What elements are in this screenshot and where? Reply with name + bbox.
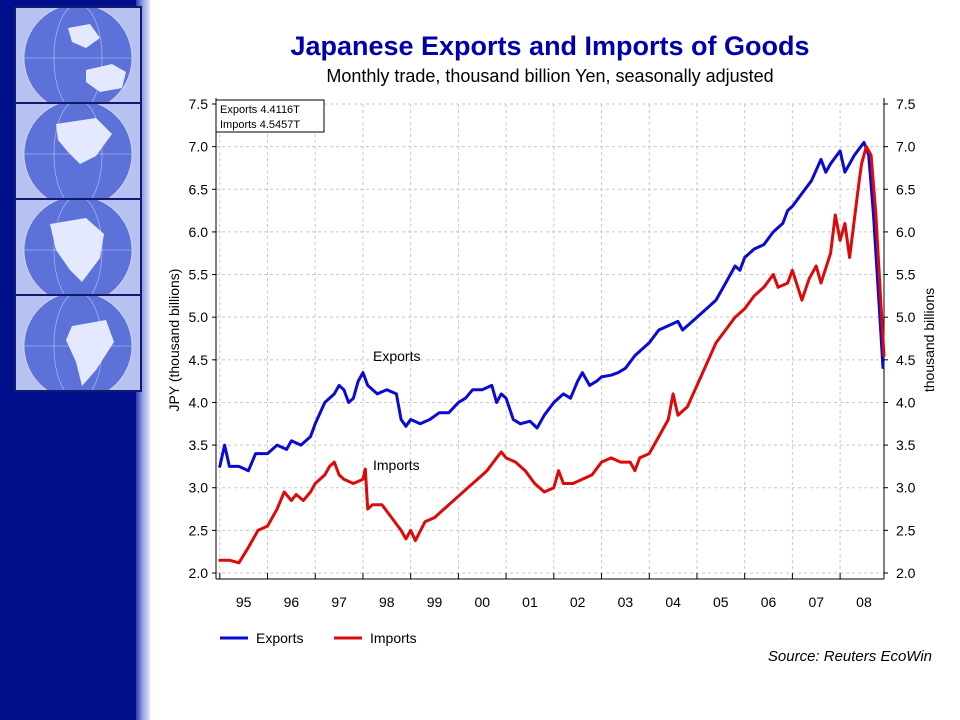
y-tick-label-right: 5.0 — [896, 309, 916, 325]
y-tick-label-left: 7.5 — [189, 96, 209, 112]
legend-imports-label: Imports — [370, 630, 417, 646]
y-tick-label-left: 6.5 — [189, 181, 209, 197]
y-tick-label-right: 4.0 — [896, 394, 916, 410]
y-tick-label-right: 7.5 — [896, 96, 916, 112]
x-tick-label: 01 — [522, 594, 538, 610]
y-axis-label-right: thousand billions — [921, 288, 937, 392]
y-axis-label-left: JPY (thousand billions) — [166, 269, 182, 412]
y-tick-label-right: 2.5 — [896, 522, 916, 538]
x-tick-label: 02 — [570, 594, 586, 610]
info-exports: Exports 4.4116T — [220, 104, 300, 116]
x-tick-label: 95 — [236, 594, 252, 610]
x-tick-label: 08 — [856, 594, 872, 610]
globe-south-america-image — [14, 294, 142, 392]
x-tick-label: 05 — [713, 594, 729, 610]
y-tick-label-right: 3.0 — [896, 480, 916, 496]
y-tick-label-right: 6.0 — [896, 224, 916, 240]
x-tick-label: 96 — [284, 594, 300, 610]
y-tick-label-left: 5.5 — [189, 267, 209, 283]
y-tick-label-left: 3.0 — [189, 480, 209, 496]
y-tick-label-left: 4.5 — [189, 352, 209, 368]
x-tick-label: 03 — [618, 594, 634, 610]
y-tick-label-left: 7.0 — [189, 139, 209, 155]
y-tick-label-right: 6.5 — [896, 181, 916, 197]
annotation-exports: Exports — [373, 348, 420, 364]
annotation-imports: Imports — [373, 457, 420, 473]
x-tick-label: 07 — [808, 594, 824, 610]
x-tick-label: 06 — [761, 594, 777, 610]
chart-subtitle: Monthly trade, thousand billion Yen, sea… — [326, 66, 773, 86]
y-tick-label-right: 3.5 — [896, 437, 916, 453]
globe-africa-image — [14, 198, 142, 296]
legend-exports-label: Exports — [256, 630, 303, 646]
y-tick-label-right: 5.5 — [896, 267, 916, 283]
x-tick-label: 04 — [665, 594, 681, 610]
x-tick-label: 97 — [331, 594, 347, 610]
y-tick-label-left: 6.0 — [189, 224, 209, 240]
y-tick-label-left: 5.0 — [189, 309, 209, 325]
y-tick-label-right: 4.5 — [896, 352, 916, 368]
info-imports: Imports 4.5457T — [220, 119, 300, 131]
info-box: Exports 4.4116T Imports 4.5457T — [215, 99, 325, 133]
y-tick-label-left: 2.5 — [189, 522, 209, 538]
series-line-imports — [218, 145, 886, 565]
y-tick-label-left: 4.0 — [189, 394, 209, 410]
x-tick-label: 98 — [379, 594, 395, 610]
globe-north-america-image — [14, 102, 142, 200]
legend: Exports Imports — [220, 630, 417, 646]
series-line-exports — [218, 140, 885, 473]
globe-asia-australia-image — [14, 6, 142, 104]
x-tick-label: 00 — [474, 594, 490, 610]
y-tick-label-right: 7.0 — [896, 139, 916, 155]
source-note: Source: Reuters EcoWin — [767, 648, 932, 665]
y-tick-label-right: 2.0 — [896, 565, 916, 581]
x-tick-label: 99 — [427, 594, 443, 610]
y-tick-label-left: 3.5 — [189, 437, 209, 453]
y-tick-label-left: 2.0 — [189, 565, 209, 581]
chart-title: Japanese Exports and Imports of Goods — [290, 31, 809, 61]
